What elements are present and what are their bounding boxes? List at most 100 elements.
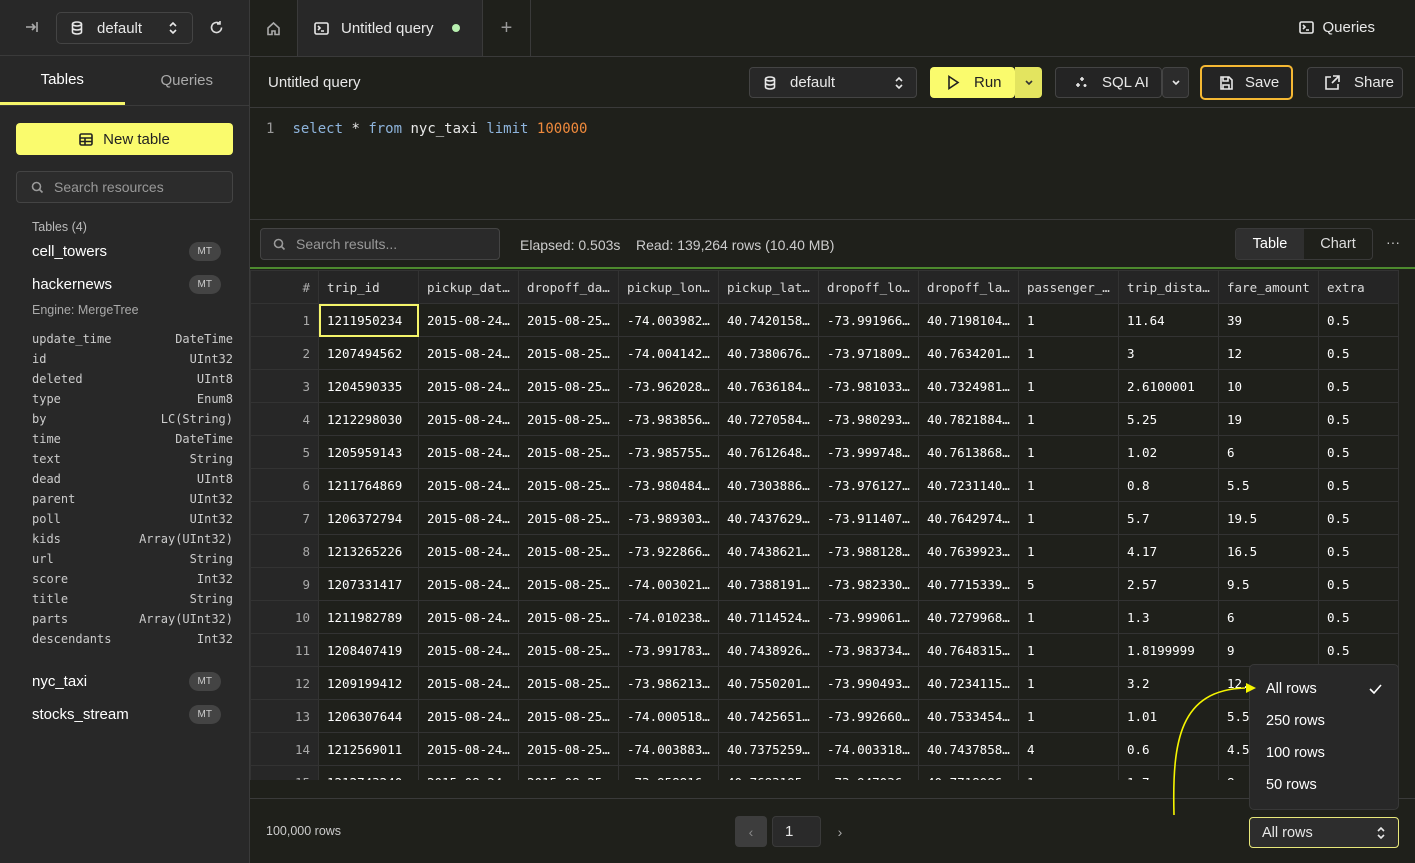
table-cell[interactable]: 1205959143 (318, 435, 419, 469)
table-cell[interactable]: 2015-08-24… (418, 765, 519, 780)
table-cell[interactable]: -73.989303… (618, 501, 719, 535)
run-button[interactable]: Run (930, 67, 1015, 98)
table-cell[interactable]: -73.983856… (618, 402, 719, 436)
column-item[interactable]: poll UInt32 (32, 509, 233, 529)
query-database-selector[interactable]: default (749, 67, 917, 98)
table-cell[interactable]: -73.985755… (618, 435, 719, 469)
table-cell[interactable]: 2015-08-25… (518, 468, 619, 502)
table-cell[interactable]: 2015-08-25… (518, 567, 619, 601)
table-cell[interactable]: 40.7613868… (918, 435, 1019, 469)
table-cell[interactable]: 0.5 (1318, 600, 1399, 634)
table-cell[interactable]: -73.986213… (618, 666, 719, 700)
database-selector[interactable]: default (56, 12, 193, 44)
table-cell[interactable]: 2015-08-24… (418, 402, 519, 436)
table-cell[interactable]: 9 (1218, 633, 1319, 667)
table-cell[interactable]: 0.5 (1318, 501, 1399, 535)
table-cell[interactable]: 5.5 (1218, 468, 1319, 502)
table-cell[interactable]: 40.7324981… (918, 369, 1019, 403)
column-item[interactable]: parts Array(UInt32) (32, 609, 233, 629)
column-item[interactable]: url String (32, 549, 233, 569)
table-cell[interactable]: -73.999061… (818, 600, 919, 634)
run-options-button[interactable] (1015, 67, 1042, 98)
table-cell[interactable]: 40.7303886… (718, 468, 819, 502)
more-options-icon[interactable]: ··· (1386, 234, 1400, 250)
table-cell[interactable]: 40.7715339… (918, 567, 1019, 601)
table-cell[interactable]: 40.7279968… (918, 600, 1019, 634)
table-cell[interactable]: 2015-08-24… (418, 534, 519, 568)
table-cell[interactable]: -73.971809… (818, 336, 919, 370)
table-cell[interactable]: 1 (1018, 534, 1119, 568)
table-cell[interactable]: 1 (1018, 336, 1119, 370)
column-header[interactable]: pickup_dat… (418, 270, 519, 304)
table-cell[interactable]: 2015-08-25… (518, 336, 619, 370)
table-cell[interactable]: -74.003021… (618, 567, 719, 601)
table-cell[interactable]: 10 (1218, 369, 1319, 403)
column-item[interactable]: score Int32 (32, 569, 233, 589)
table-cell[interactable]: 40.7437858… (918, 732, 1019, 766)
table-cell[interactable]: -74.003883… (618, 732, 719, 766)
table-cell[interactable]: 0.5 (1318, 633, 1399, 667)
column-item[interactable]: time DateTime (32, 429, 233, 449)
table-cell[interactable]: 0.8 (1118, 468, 1219, 502)
table-cell[interactable]: -74.003318… (818, 732, 919, 766)
column-header[interactable]: passenger_… (1018, 270, 1119, 304)
queries-link[interactable]: Queries (1299, 19, 1375, 36)
table-cell[interactable]: 0.5 (1318, 402, 1399, 436)
table-cell[interactable]: 40.7683195… (718, 765, 819, 780)
table-cell[interactable]: 1 (1018, 600, 1119, 634)
table-cell[interactable]: 40.7636184… (718, 369, 819, 403)
table-cell[interactable]: 2015-08-25… (518, 369, 619, 403)
table-cell[interactable]: 5 (1018, 567, 1119, 601)
table-cell[interactable]: 1.8199999 (1118, 633, 1219, 667)
table-cell[interactable]: 1.02 (1118, 435, 1219, 469)
table-cell[interactable]: 1.7 (1118, 765, 1219, 780)
column-item[interactable]: kids Array(UInt32) (32, 529, 233, 549)
table-cell[interactable]: 1213265226 (318, 534, 419, 568)
table-cell[interactable]: 1 (1018, 402, 1119, 436)
table-cell[interactable]: 2015-08-25… (518, 600, 619, 634)
table-cell[interactable]: 2015-08-25… (518, 501, 619, 535)
table-cell[interactable]: -73.980484… (618, 468, 719, 502)
table-cell[interactable]: 19.5 (1218, 501, 1319, 535)
table-item-nyc-taxi[interactable]: nyc_taxi MT (32, 665, 233, 698)
table-cell[interactable]: 3.2 (1118, 666, 1219, 700)
table-cell[interactable]: -73.988128… (818, 534, 919, 568)
table-cell[interactable]: 1 (1018, 501, 1119, 535)
tab-queries[interactable]: Queries (160, 72, 214, 89)
table-cell[interactable]: 5.25 (1118, 402, 1219, 436)
column-item[interactable]: parent UInt32 (32, 489, 233, 509)
table-cell[interactable]: -73.958816… (618, 765, 719, 780)
table-cell[interactable]: 4.17 (1118, 534, 1219, 568)
table-cell[interactable]: 11.64 (1118, 303, 1219, 337)
table-cell[interactable]: 40.7198104… (918, 303, 1019, 337)
table-cell[interactable]: 40.7234115… (918, 666, 1019, 700)
table-cell[interactable]: 40.7388191… (718, 567, 819, 601)
table-cell[interactable]: 40.7718086… (918, 765, 1019, 780)
table-cell[interactable]: 2015-08-24… (418, 369, 519, 403)
next-page-button[interactable]: › (837, 823, 843, 840)
home-button[interactable] (250, 0, 298, 56)
table-cell[interactable]: 0.5 (1318, 435, 1399, 469)
table-cell[interactable]: 40.7231140… (918, 468, 1019, 502)
table-cell[interactable]: 39 (1218, 303, 1319, 337)
column-item[interactable]: text String (32, 449, 233, 469)
table-cell[interactable]: 40.7821884… (918, 402, 1019, 436)
column-item[interactable]: update_time DateTime (32, 329, 233, 349)
table-cell[interactable]: 1208407419 (318, 633, 419, 667)
column-item[interactable]: descendants Int32 (32, 629, 233, 649)
table-cell[interactable]: 1 (1018, 369, 1119, 403)
table-item-hackernews[interactable]: hackernews MT (32, 268, 233, 301)
table-cell[interactable]: 1211982789 (318, 600, 419, 634)
table-cell[interactable]: 2015-08-24… (418, 501, 519, 535)
table-cell[interactable]: 1 (1018, 303, 1119, 337)
table-cell[interactable]: 40.7375259… (718, 732, 819, 766)
table-cell[interactable]: 2.6100001 (1118, 369, 1219, 403)
table-cell[interactable]: -73.980293… (818, 402, 919, 436)
column-item[interactable]: title String (32, 589, 233, 609)
new-table-button[interactable]: New table (16, 123, 233, 155)
table-cell[interactable]: 1 (1018, 468, 1119, 502)
column-header[interactable]: fare_amount (1218, 270, 1319, 304)
table-cell[interactable]: 1.01 (1118, 699, 1219, 733)
column-header[interactable]: # (250, 270, 319, 304)
table-cell[interactable]: 2015-08-25… (518, 732, 619, 766)
